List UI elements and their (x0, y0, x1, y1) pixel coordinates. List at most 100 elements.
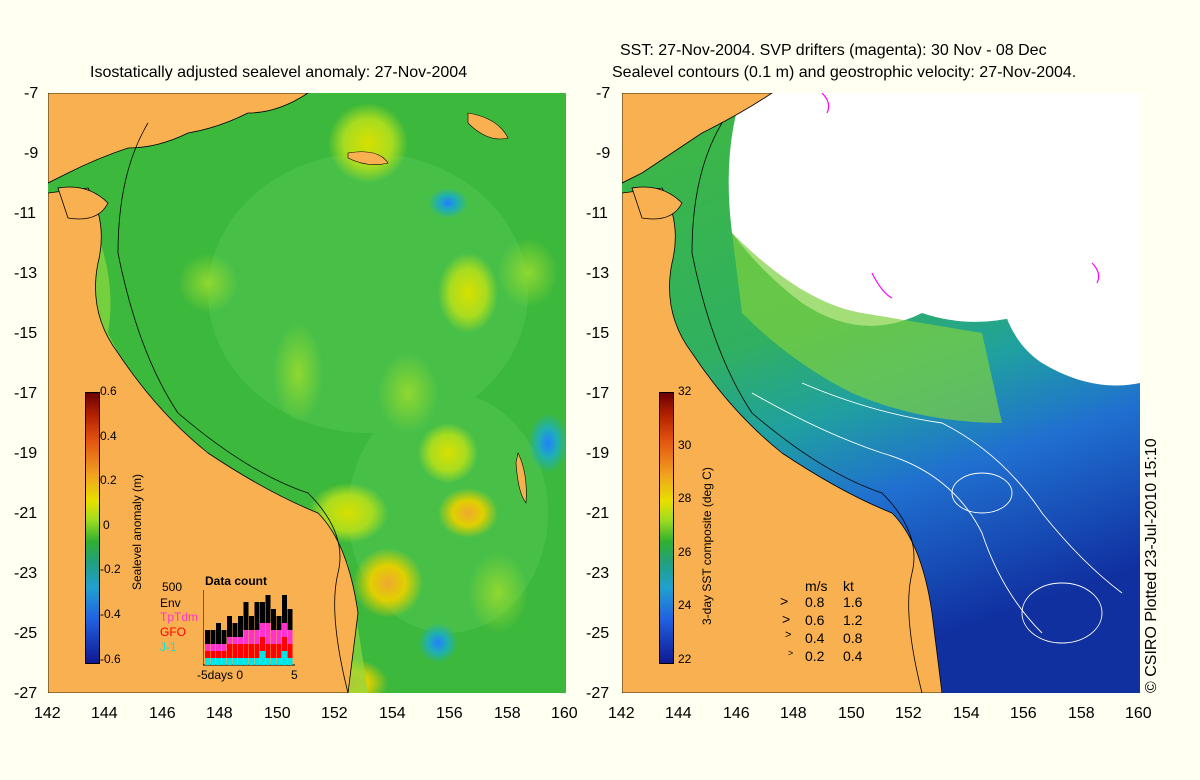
data-count-bar-segment (282, 623, 287, 637)
speed-ms: 0.6 (805, 612, 825, 628)
left-lat-tick: -15 (14, 325, 38, 342)
right-panel-title-line1: SST: 27-Nov-2004. SVP drifters (magenta)… (620, 42, 1047, 59)
left-lat-tick: -11 (14, 205, 36, 222)
data-count-bar-segment (260, 623, 265, 637)
velocity-arrow-icon: > (782, 611, 791, 627)
left-lon-tick: 146 (149, 705, 176, 722)
data-count-bars (205, 595, 293, 665)
velocity-arrow-icon: > (785, 629, 792, 641)
right-lat-tick: -11 (586, 205, 608, 222)
data-count-bar-segment (254, 630, 260, 644)
sealevel-anomaly-map-svg (48, 93, 566, 693)
left-lon-tick: 144 (91, 705, 118, 722)
data-count-xaxis: -5days 0 (197, 668, 244, 682)
data-count-bar-segment (271, 630, 276, 644)
right-lat-tick: -23 (586, 565, 610, 582)
left-lon-tick: 148 (206, 705, 233, 722)
speed-legend-header-kt: kt (843, 578, 854, 594)
data-count-bar-segment (249, 630, 254, 644)
left-lat-tick: -19 (14, 445, 38, 462)
data-count-bar-segment (282, 651, 287, 665)
left-lon-tick: 158 (494, 705, 521, 722)
left-lon-tick: 160 (551, 705, 578, 722)
sst-colorbar-label: 3-day SST composite (deg C) (700, 467, 714, 625)
speed-legend-header-ms: m/s (805, 578, 828, 594)
sst-map-svg (622, 93, 1140, 693)
data-count-bar-segment (205, 658, 210, 665)
data-count-bar-segment (221, 651, 227, 658)
sealevel-tick: 0.2 (100, 473, 117, 487)
left-lat-tick: -7 (24, 85, 39, 102)
data-count-bar-segment (260, 602, 265, 623)
sst-colorbar (659, 392, 674, 664)
velocity-arrow-icon: > (788, 648, 794, 658)
data-count-bar-segment (221, 630, 227, 644)
data-count-bar-segment (210, 630, 216, 644)
data-count-bar-segment (238, 658, 243, 665)
left-lat-tick: -13 (14, 265, 38, 282)
data-count-bar-segment (205, 630, 210, 644)
data-count-bar-segment (210, 644, 216, 651)
left-lon-tick: 142 (34, 705, 61, 722)
left-lat-tick: -9 (24, 145, 39, 162)
right-lat-tick: -9 (596, 145, 611, 162)
right-lon-tick: 156 (1010, 705, 1037, 722)
data-count-bar-segment (238, 644, 243, 658)
data-count-bar-segment (216, 651, 221, 658)
data-source-tptdm: TpTdm (160, 610, 198, 624)
right-lon-tick: 142 (608, 705, 635, 722)
right-lat-tick: -25 (586, 625, 610, 642)
data-count-bar-segment (232, 658, 238, 665)
credit-text: © CSIRO Plotted 23-Jul-2010 15:10 (1143, 438, 1160, 693)
data-count-bar-segment (232, 623, 238, 637)
left-panel-title: Isostatically adjusted sealevel anomaly:… (90, 64, 468, 81)
data-count-bar-segment (227, 644, 232, 658)
velocity-arrow-icon: > (780, 593, 789, 609)
right-panel-title-line2: Sealevel contours (0.1 m) and geostrophi… (612, 64, 1077, 81)
data-count-bar-segment (287, 609, 293, 630)
data-count-bar-segment (243, 658, 249, 665)
data-count-bar-segment (282, 637, 287, 651)
sst-tick: 22 (678, 652, 692, 666)
right-lon-tick: 150 (838, 705, 865, 722)
data-count-bar-segment (276, 658, 282, 665)
left-lon-tick: 152 (321, 705, 348, 722)
data-count-bar-segment (265, 623, 271, 644)
left-lon-tick: 154 (379, 705, 406, 722)
speed-ms: 0.2 (805, 648, 825, 664)
speed-kt: 1.6 (843, 594, 863, 610)
sst-tick: 28 (678, 491, 692, 505)
data-count-bar-segment (271, 609, 276, 630)
left-lon-tick: 150 (264, 705, 291, 722)
right-lon-tick: 144 (665, 705, 692, 722)
right-lat-tick: -17 (586, 385, 610, 402)
data-source-gfo-label: GFO (160, 625, 186, 639)
sealevel-anomaly-map[interactable] (48, 93, 566, 693)
sst-map[interactable] (622, 93, 1140, 693)
data-count-bar-segment (232, 637, 238, 644)
speed-kt: 0.8 (843, 630, 863, 646)
sealevel-tick: -0.2 (100, 562, 121, 576)
data-count-bar-segment (254, 602, 260, 630)
data-source-tptdm-label: TpTdm (160, 610, 199, 624)
data-count-bar-segment (221, 658, 227, 665)
data-source-env-label: Env (160, 596, 181, 610)
data-count-bar-segment (205, 644, 210, 651)
data-count-bar-segment (227, 616, 232, 637)
right-lon-tick: 158 (1068, 705, 1095, 722)
data-count-bar-segment (227, 658, 232, 665)
data-count-bar-segment (205, 651, 210, 658)
data-count-bar-segment (265, 595, 271, 623)
data-count-bar-segment (243, 644, 249, 658)
sealevel-colorbar-label: Sealevel anomaly (m) (130, 473, 144, 590)
data-count-bar-segment (287, 630, 293, 644)
data-count-bar-segment (271, 658, 276, 665)
data-count-bar-segment (238, 637, 243, 644)
data-count-bar-segment (287, 644, 293, 658)
data-count-bar-segment (260, 651, 265, 665)
left-lat-tick: -17 (14, 385, 38, 402)
sealevel-tick: -0.6 (100, 652, 121, 666)
data-count-xaxis-end: 5 (291, 668, 298, 682)
sealevel-tick: 0.6 (100, 384, 117, 398)
data-count-bar-segment (265, 658, 271, 665)
